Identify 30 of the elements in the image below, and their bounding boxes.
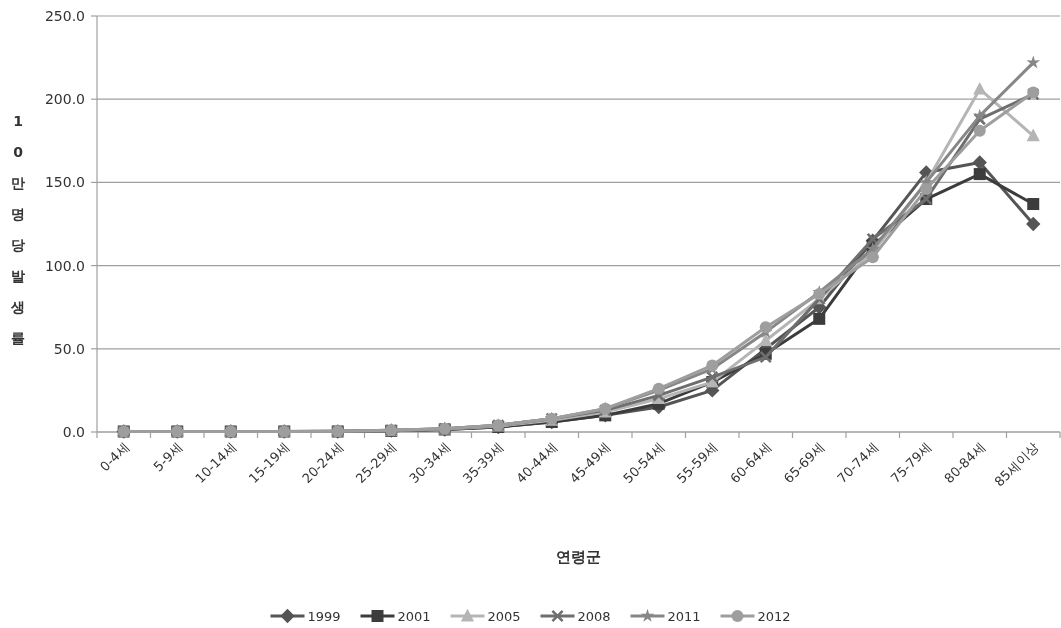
point bbox=[706, 371, 719, 384]
y-tick-label: 250.0 bbox=[44, 8, 85, 24]
point bbox=[972, 108, 987, 122]
x-axis-title: 연령군 bbox=[556, 548, 601, 566]
point bbox=[1026, 128, 1040, 142]
point bbox=[972, 155, 987, 170]
point bbox=[866, 251, 879, 264]
y-tick-label: 0.0 bbox=[62, 424, 85, 440]
point bbox=[1026, 216, 1041, 232]
y-tick-label: 200.0 bbox=[44, 91, 85, 108]
legend-label: 2001 bbox=[397, 609, 431, 624]
point bbox=[920, 183, 933, 196]
y-tick-label: 50.0 bbox=[53, 340, 85, 357]
legend-label: 1999 bbox=[307, 609, 341, 624]
legend-label: 2011 bbox=[667, 609, 701, 624]
y-tick-label: 100.0 bbox=[44, 257, 85, 274]
point bbox=[759, 351, 772, 364]
legend-label: 2012 bbox=[757, 609, 791, 624]
point bbox=[813, 312, 826, 325]
legend-label: 2005 bbox=[487, 609, 521, 624]
legend-label: 2008 bbox=[577, 609, 611, 624]
y-axis-title: 10만명당발생률 bbox=[10, 113, 25, 346]
point bbox=[759, 333, 773, 346]
point bbox=[1026, 55, 1041, 69]
point bbox=[759, 321, 772, 334]
y-tick-label: 150.0 bbox=[44, 174, 85, 191]
point bbox=[973, 124, 986, 137]
point bbox=[1027, 198, 1040, 211]
point bbox=[973, 168, 986, 181]
point bbox=[973, 82, 987, 95]
